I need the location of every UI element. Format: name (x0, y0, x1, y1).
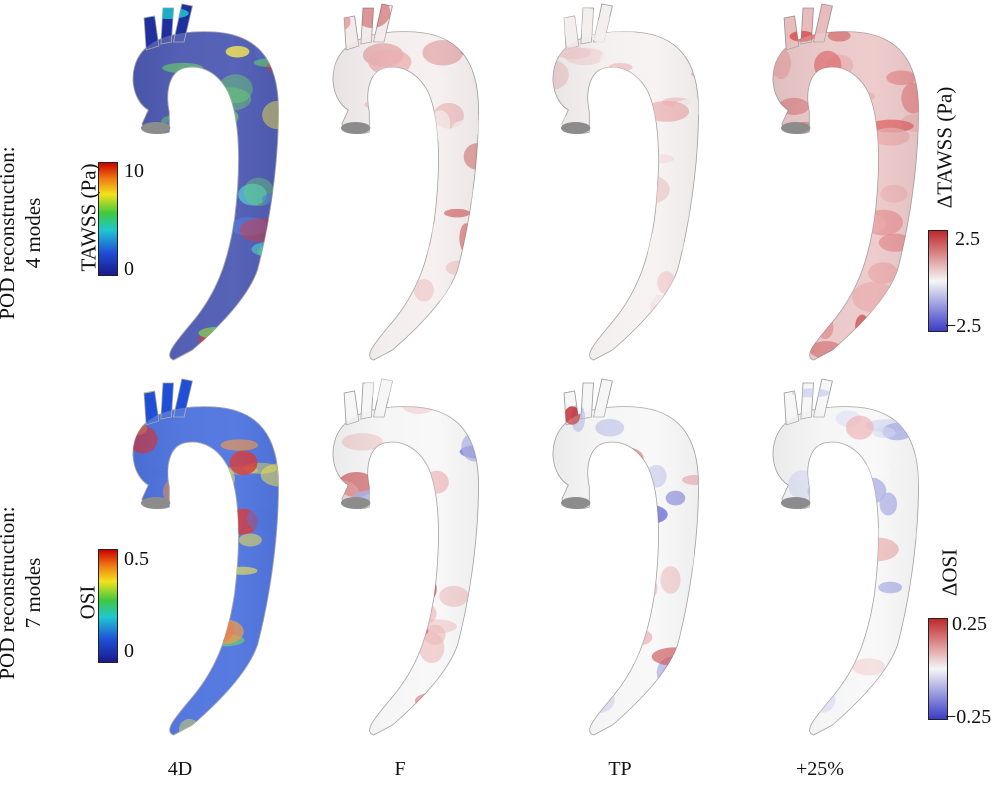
colorbar-osi-title: OSI (75, 585, 100, 620)
colorbar-tawss-title: TAWSS (Pa) (76, 163, 101, 272)
panel-row2-tp (510, 375, 720, 750)
colorbar-dtawss-min: −2.5 (945, 315, 982, 337)
colorbar-dtawss-max: 2.5 (955, 228, 980, 250)
panel-row1-25 (730, 0, 940, 375)
row-label-line1: POD reconstruction: (0, 146, 19, 320)
colorbar-osi-min: 0 (124, 640, 134, 662)
colorbar-osi-max: 0.5 (124, 548, 149, 570)
panel-row1-tp (510, 0, 720, 375)
aorta-surface (332, 378, 479, 736)
aorta-surface (132, 3, 279, 361)
column-label-25: +25% (796, 758, 844, 780)
colorbar-dtawss (928, 230, 948, 332)
aorta-surface (772, 3, 919, 361)
colorbar-tawss (98, 162, 118, 276)
panel-row1-4d (90, 0, 300, 375)
row-label-line1: POD reconstruction: (0, 506, 19, 680)
colorbar-osi (98, 549, 118, 663)
colorbar-dosi (928, 618, 948, 720)
colorbar-dosi-min: −0.25 (945, 706, 992, 728)
row-label-tawss: POD reconstruction: 4 modes (0, 123, 50, 343)
row-label-line2: 4 modes (21, 197, 45, 269)
colorbar-tawss-max: 10 (124, 160, 144, 182)
row-label-line2: 7 modes (21, 557, 45, 629)
colorbar-dosi-max: 0.25 (952, 613, 987, 635)
row-label-osi: POD reconstruction: 7 modes (0, 483, 50, 703)
panel-row2-f (290, 375, 500, 750)
aorta-surface (332, 3, 479, 361)
colorbar-tawss-min: 0 (124, 258, 134, 280)
panel-row2-25 (730, 375, 940, 750)
aorta-surface (132, 378, 279, 736)
column-label-f: F (394, 758, 406, 780)
aorta-surface (552, 3, 699, 361)
panel-row1-f (290, 0, 500, 375)
aorta-surface (772, 378, 919, 736)
column-label-tp: TP (608, 758, 632, 780)
aorta-surface (552, 378, 699, 736)
panel-row2-4d (90, 375, 300, 750)
column-label-4d: 4D (167, 758, 193, 780)
colorbar-dosi-title: ΔOSI (937, 548, 962, 597)
colorbar-dtawss-title: ΔTAWSS (Pa) (932, 86, 957, 209)
